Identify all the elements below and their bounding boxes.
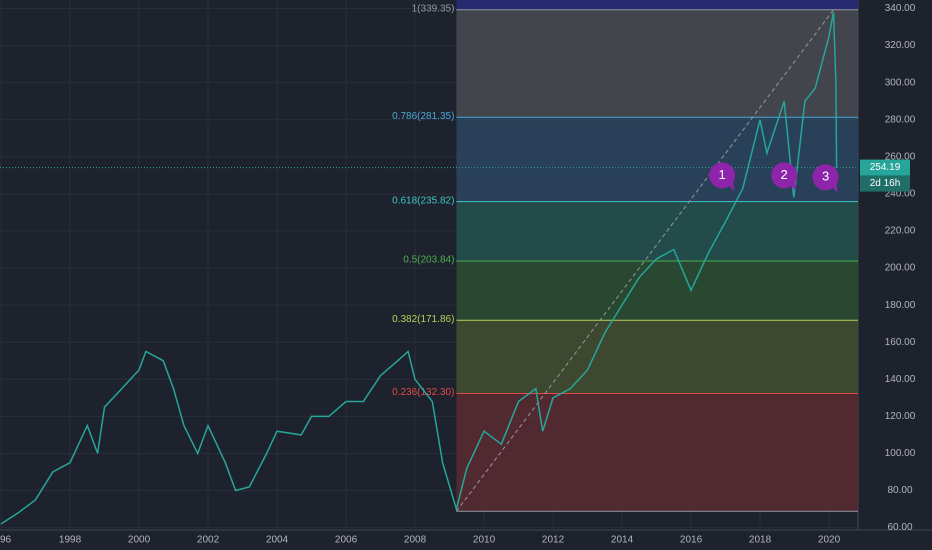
y-tick-label: 260.00 [885, 151, 916, 162]
y-tick-label: 220.00 [885, 226, 916, 237]
x-tick-label: 2008 [404, 535, 427, 546]
countdown-box [860, 175, 910, 192]
fib-zone [456, 260, 858, 321]
marker [771, 162, 798, 189]
price-line [0, 12, 838, 525]
fib-level-label: 1(339.35) [412, 3, 455, 14]
fib-zone [456, 320, 858, 394]
y-tick-label: 300.00 [885, 77, 916, 88]
y-tick-label: 200.00 [885, 263, 916, 274]
y-tick-label: 340.00 [885, 3, 916, 14]
marker-tail [831, 183, 838, 194]
fib-zone [456, 117, 858, 202]
marker-tail [728, 181, 735, 192]
marker-text: 1 [718, 167, 725, 182]
fib-level-label: 0.618(235.82) [392, 195, 454, 206]
marker-text: 2 [781, 167, 788, 182]
fib-level-label: 0.5(203.84) [403, 255, 454, 266]
x-tick-label: 2006 [335, 535, 358, 546]
x-tick-label: 2000 [128, 535, 151, 546]
countdown-label: 2d 16h [870, 178, 901, 189]
marker-text: 3 [822, 169, 829, 184]
last-price-label: 254.19 [870, 162, 901, 173]
y-tick-label: 180.00 [885, 300, 916, 311]
fib-top-zone [456, 0, 858, 10]
x-tick-label: 2010 [473, 535, 496, 546]
y-tick-label: 240.00 [885, 189, 916, 200]
x-tick-label: 2018 [749, 535, 772, 546]
x-tick-label: 1998 [59, 535, 82, 546]
y-tick-label: 280.00 [885, 114, 916, 125]
last-price-box [860, 159, 910, 176]
y-tick-label: 140.00 [885, 374, 916, 385]
y-tick-label: 320.00 [885, 40, 916, 51]
marker-tail [790, 181, 797, 192]
fib-level-label: 0.236(132.30) [392, 387, 454, 398]
x-tick-label: 2016 [680, 535, 703, 546]
marker [812, 164, 839, 191]
y-tick-label: 60.00 [887, 522, 912, 533]
fib-zone [456, 201, 858, 261]
y-tick-label: 120.00 [885, 411, 916, 422]
y-tick-label: 100.00 [885, 448, 916, 459]
x-tick-label: 96 [0, 535, 12, 546]
fib-zone [456, 9, 858, 118]
x-tick-label: 2012 [542, 535, 565, 546]
fib-zone [456, 393, 858, 512]
fib-level-label: 0.786(281.35) [392, 111, 454, 122]
x-tick-label: 2020 [818, 535, 841, 546]
y-tick-label: 160.00 [885, 337, 916, 348]
x-tick-label: 2014 [611, 535, 634, 546]
y-tick-label: 80.00 [887, 485, 912, 496]
fib-level-label: 0.382(171.86) [392, 314, 454, 325]
marker [709, 162, 736, 189]
x-tick-label: 2002 [197, 535, 220, 546]
x-tick-label: 2004 [266, 535, 289, 546]
